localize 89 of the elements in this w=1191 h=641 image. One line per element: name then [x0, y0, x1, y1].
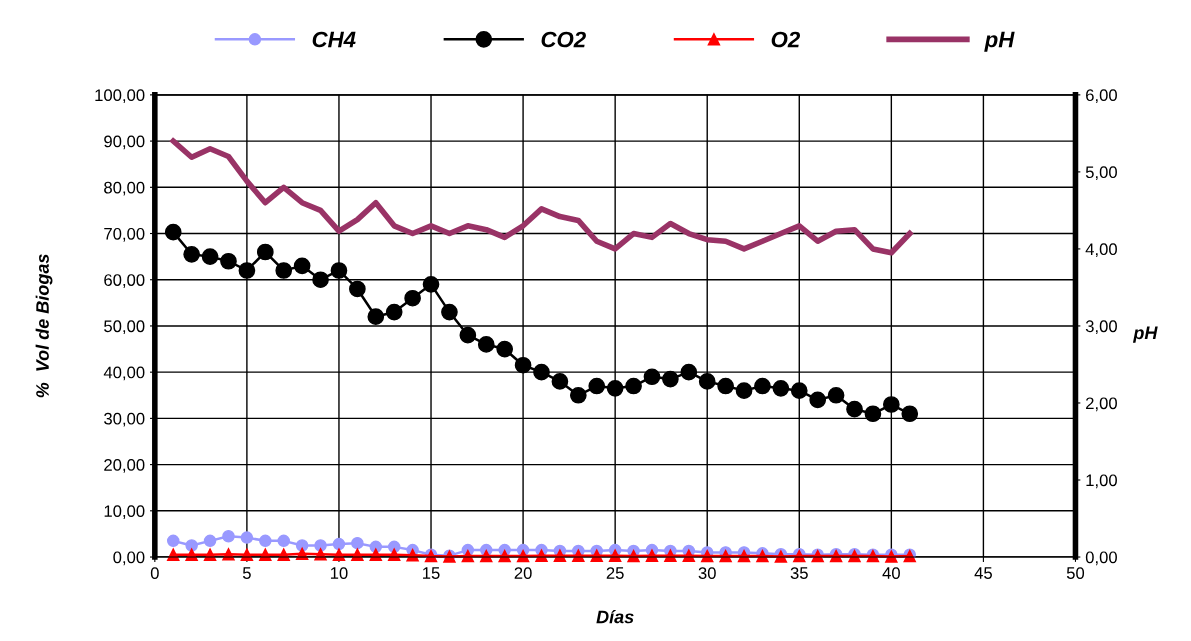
point: [256, 243, 274, 261]
point: [293, 257, 311, 275]
point: [496, 340, 514, 358]
point: [351, 536, 364, 550]
point: [772, 380, 790, 397]
point: [717, 377, 734, 395]
point: [330, 262, 348, 279]
y-tick-label: 20,00: [104, 459, 145, 473]
point: [569, 386, 587, 404]
point: [477, 336, 495, 353]
x-tick-label: 20: [514, 567, 532, 579]
x-tick-label: 5: [242, 567, 251, 579]
point: [404, 289, 421, 307]
x-tick-label: 40: [882, 567, 900, 579]
point: [164, 223, 182, 241]
point: [662, 370, 679, 388]
point: [222, 529, 235, 543]
y2-tick-label: 2,00: [1086, 397, 1117, 412]
point: [259, 534, 272, 548]
point: [735, 382, 753, 399]
y2-tick-label: 4,00: [1085, 243, 1117, 258]
point: [459, 326, 477, 344]
point: [332, 537, 346, 551]
y-tick-label: 10,00: [104, 505, 145, 519]
point: [846, 400, 863, 418]
point: [385, 303, 403, 321]
point: [312, 271, 329, 289]
point: [422, 276, 440, 293]
point: [349, 280, 366, 298]
y-tick-label: 30,00: [104, 412, 145, 427]
point: [606, 380, 624, 397]
y2-tick-label: 1,00: [1086, 474, 1117, 489]
x-tick-label: 0: [150, 567, 159, 579]
point: [275, 262, 293, 279]
x-tick-label: 45: [974, 567, 992, 579]
point: [220, 252, 237, 270]
point: [222, 548, 235, 561]
point: [827, 386, 845, 404]
x-tick-label: 15: [423, 567, 440, 579]
point: [166, 534, 180, 548]
point: [643, 368, 661, 386]
point: [514, 356, 532, 374]
point: [277, 534, 290, 548]
y-tick-label: 70,00: [104, 227, 145, 242]
point: [183, 245, 200, 263]
point: [533, 363, 550, 381]
y-tick-label: 0,00: [113, 551, 145, 566]
y-tick-label: 60,00: [104, 274, 145, 288]
point: [680, 363, 698, 381]
legend-label: O2: [771, 31, 801, 48]
point: [240, 531, 254, 544]
y2-tick-label: 0,00: [1085, 551, 1117, 566]
x-tick-label: 30: [698, 567, 716, 579]
point: [238, 262, 256, 279]
point: [698, 373, 716, 390]
point: [864, 405, 882, 423]
point: [441, 303, 458, 321]
point: [314, 548, 327, 561]
y-tick-label: 100,00: [95, 89, 145, 104]
x-tick-label: 25: [606, 567, 624, 579]
x-tick-label: 35: [790, 567, 808, 579]
y-tick-label: 90,00: [104, 135, 145, 150]
x-axis-title: Días: [596, 609, 634, 624]
point: [201, 248, 219, 265]
point: [588, 377, 606, 395]
x-tick-label: 50: [1066, 567, 1085, 579]
point: [203, 534, 217, 548]
point: [185, 539, 198, 552]
y2-axis-title: pH: [1132, 326, 1158, 343]
y-tick-label: 40,00: [103, 366, 145, 381]
point: [551, 373, 569, 390]
y2-tick-label: 5,00: [1085, 166, 1117, 181]
point: [901, 405, 919, 423]
legend-label: CO2: [541, 31, 586, 48]
y-tick-label: 50,00: [104, 320, 145, 335]
point: [809, 391, 827, 409]
x-tick-label: 10: [330, 567, 348, 579]
legend-label: CH4: [312, 31, 356, 48]
point: [790, 382, 808, 399]
point: [625, 377, 642, 395]
y-tick-label: 80,00: [104, 181, 145, 196]
y2-tick-label: 3,00: [1085, 320, 1117, 335]
point: [367, 308, 385, 326]
legend-label: pH: [984, 31, 1015, 52]
point: [314, 539, 327, 552]
y-axis-title: % Vol de Biogas: [35, 254, 53, 398]
point: [754, 377, 771, 395]
point: [883, 396, 900, 413]
y2-tick-label: 6,00: [1086, 89, 1117, 104]
